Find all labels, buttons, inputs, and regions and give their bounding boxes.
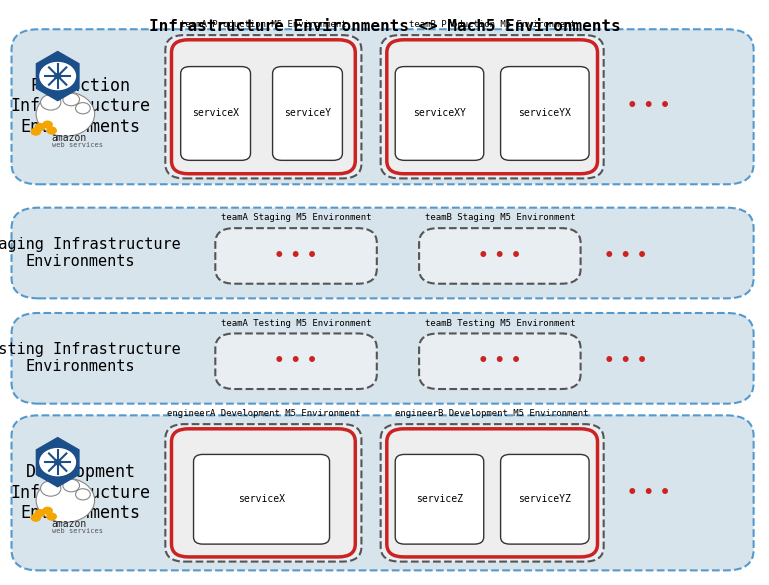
Circle shape: [46, 126, 57, 135]
Ellipse shape: [36, 92, 95, 136]
Text: teamB Testing M5 Environment: teamB Testing M5 Environment: [424, 319, 575, 328]
Text: amazon: amazon: [52, 133, 87, 143]
Circle shape: [46, 512, 57, 521]
Text: engineerA Development M5 Environment: engineerA Development M5 Environment: [167, 410, 360, 418]
FancyBboxPatch shape: [272, 67, 342, 160]
FancyBboxPatch shape: [381, 35, 604, 178]
Circle shape: [31, 514, 42, 522]
Text: • • •: • • •: [627, 484, 670, 501]
FancyBboxPatch shape: [501, 67, 589, 160]
Text: teamA Testing M5 Environment: teamA Testing M5 Environment: [221, 319, 371, 328]
Circle shape: [41, 95, 61, 110]
Text: teamA Staging M5 Environment: teamA Staging M5 Environment: [221, 214, 371, 222]
FancyBboxPatch shape: [381, 424, 604, 562]
Circle shape: [75, 102, 90, 114]
FancyBboxPatch shape: [215, 333, 377, 389]
Text: Production
Infrastructure
Environments: Production Infrastructure Environments: [11, 77, 151, 136]
Text: serviceYX: serviceYX: [518, 108, 571, 118]
Text: serviceXY: serviceXY: [413, 108, 466, 118]
Text: web services: web services: [52, 142, 102, 148]
Circle shape: [40, 63, 75, 90]
Circle shape: [35, 123, 45, 131]
Circle shape: [63, 479, 79, 492]
Text: • • •: • • •: [275, 352, 318, 370]
FancyBboxPatch shape: [419, 333, 581, 389]
Polygon shape: [36, 438, 79, 487]
FancyBboxPatch shape: [387, 40, 598, 174]
Text: web services: web services: [52, 528, 102, 534]
Circle shape: [63, 93, 79, 106]
Text: serviceY: serviceY: [284, 108, 331, 118]
Circle shape: [41, 481, 61, 496]
Circle shape: [55, 460, 61, 464]
FancyBboxPatch shape: [12, 415, 754, 570]
Text: • • •: • • •: [478, 352, 521, 370]
Text: serviceX: serviceX: [238, 494, 285, 504]
FancyBboxPatch shape: [215, 228, 377, 284]
Text: • • •: • • •: [604, 247, 647, 264]
Text: • • •: • • •: [478, 247, 521, 265]
Ellipse shape: [36, 478, 95, 522]
Text: teamB Staging M5 Environment: teamB Staging M5 Environment: [424, 214, 575, 222]
FancyBboxPatch shape: [395, 455, 484, 544]
Text: serviceX: serviceX: [192, 108, 239, 118]
FancyBboxPatch shape: [12, 29, 754, 184]
Text: • • •: • • •: [275, 247, 318, 265]
FancyBboxPatch shape: [387, 429, 598, 557]
Circle shape: [31, 128, 42, 136]
FancyBboxPatch shape: [501, 455, 589, 544]
Text: Testing Infrastructure
Environments: Testing Infrastructure Environments: [0, 342, 181, 374]
Text: teamB Production M5 Environment: teamB Production M5 Environment: [409, 20, 575, 29]
Text: engineerB Development M5 Environment: engineerB Development M5 Environment: [395, 410, 589, 418]
Circle shape: [55, 74, 61, 78]
Text: • • •: • • •: [627, 98, 670, 115]
FancyBboxPatch shape: [12, 208, 754, 298]
Text: teamA Production M5 Environment: teamA Production M5 Environment: [180, 20, 347, 29]
Polygon shape: [36, 51, 79, 101]
FancyBboxPatch shape: [419, 228, 581, 284]
FancyBboxPatch shape: [165, 35, 361, 178]
FancyBboxPatch shape: [12, 313, 754, 404]
Text: Staging Infrastructure
Environments: Staging Infrastructure Environments: [0, 236, 181, 269]
Text: Infrastructure Environments <> Mach5 Environments: Infrastructure Environments <> Mach5 Env…: [148, 19, 621, 34]
Circle shape: [75, 488, 90, 500]
Text: serviceZ: serviceZ: [416, 494, 463, 504]
Text: serviceYZ: serviceYZ: [518, 494, 571, 504]
FancyBboxPatch shape: [194, 455, 330, 544]
Text: • • •: • • •: [604, 352, 647, 370]
Circle shape: [40, 449, 75, 476]
FancyBboxPatch shape: [395, 67, 484, 160]
Circle shape: [42, 121, 53, 129]
Circle shape: [35, 509, 45, 517]
Circle shape: [42, 507, 53, 515]
FancyBboxPatch shape: [171, 429, 355, 557]
FancyBboxPatch shape: [181, 67, 251, 160]
Text: Development
Infrastructure
Environments: Development Infrastructure Environments: [11, 463, 151, 522]
Text: amazon: amazon: [52, 519, 87, 529]
FancyBboxPatch shape: [171, 40, 355, 174]
FancyBboxPatch shape: [165, 424, 361, 562]
